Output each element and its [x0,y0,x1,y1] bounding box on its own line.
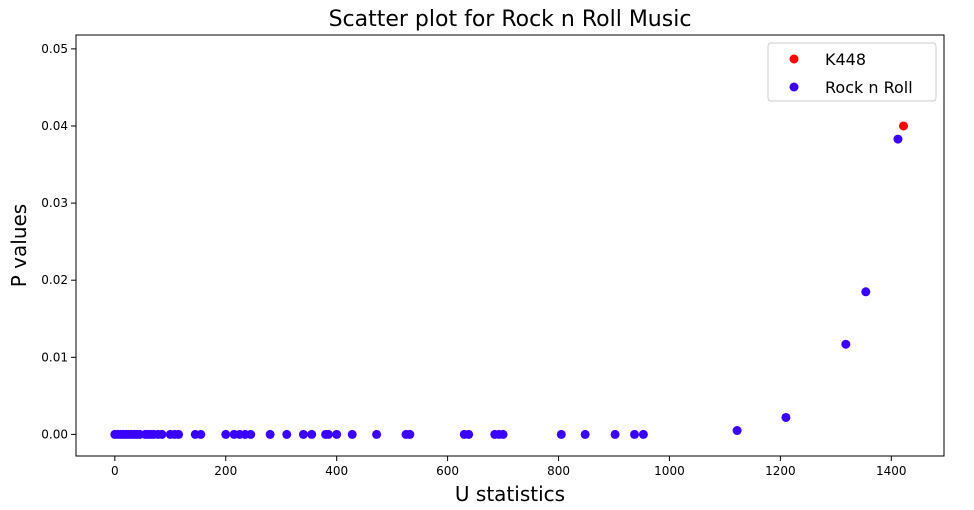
x-tick-label: 1000 [654,464,685,478]
data-point [781,412,791,422]
x-tick-label: 200 [214,464,237,478]
data-point [307,429,317,439]
data-point [174,429,184,439]
data-point [861,287,871,297]
legend-marker [789,82,799,92]
data-point [893,134,903,144]
data-point [638,429,648,439]
legend-box [767,42,937,102]
chart-title: Scatter plot for Rock n Roll Music [329,7,692,32]
x-tick-label: 800 [547,464,570,478]
x-axis-label: U statistics [455,482,565,506]
y-axis-label: P values [7,204,31,287]
data-points [110,121,909,439]
data-point [332,429,342,439]
x-tick-label: 1400 [876,464,907,478]
data-point [899,121,909,131]
data-point [347,429,357,439]
y-axis-label-group: P values [7,204,31,287]
data-point [265,429,275,439]
data-point [246,429,256,439]
legend-label: Rock n Roll [825,78,913,97]
data-point [580,429,590,439]
y-tick-label: 0.04 [41,119,68,133]
y-tick-label: 0.05 [41,42,68,56]
x-tick-label: 600 [436,464,459,478]
data-point [498,429,508,439]
legend-label: K448 [825,50,866,69]
data-point [221,429,231,439]
data-point [196,429,206,439]
y-tick-label: 0.02 [41,273,68,287]
axis-ticks: 0 200 400 600 800 1000 1200 1400 0.00 0.01 0.02 0.0… [41,42,906,478]
data-point [405,429,415,439]
x-tick-label: 400 [325,464,348,478]
x-tick-label: 1200 [765,464,796,478]
y-tick-label: 0.03 [41,196,68,210]
data-point [282,429,292,439]
data-point [157,429,167,439]
legend: K448 Rock n Roll [767,42,937,102]
data-point [323,429,333,439]
data-point [556,429,566,439]
data-point [732,426,742,436]
legend-marker [789,54,799,64]
plot-area-frame [75,34,945,457]
x-tick-label: 0 [111,464,119,478]
data-point [630,429,640,439]
data-point [841,339,851,349]
y-tick-label: 0.01 [41,350,68,364]
data-point [464,429,474,439]
y-tick-label: 0.00 [41,427,68,441]
data-point [372,429,382,439]
data-point [298,429,308,439]
data-point [610,429,620,439]
